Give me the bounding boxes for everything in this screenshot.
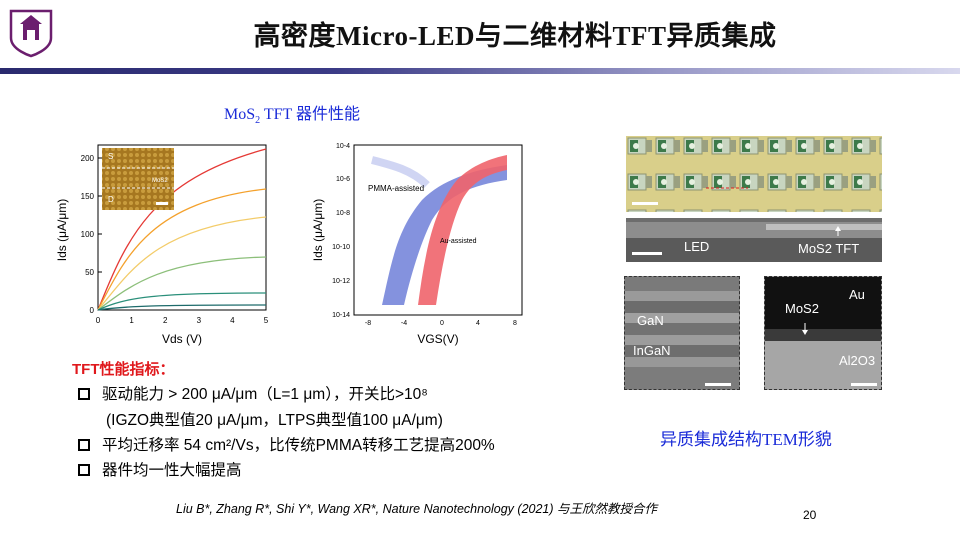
label-mos2-tft: MoS2 TFT: [798, 241, 860, 256]
ytick-1e-8: 10-8: [336, 210, 350, 217]
xtick-m4: -4: [401, 320, 407, 327]
ytick-1e-6: 10-6: [336, 176, 350, 183]
label-au-layer: Au: [849, 287, 865, 302]
checkbox-icon: [78, 464, 90, 476]
tem-caption: 异质集成结构TEM形貌: [660, 430, 832, 449]
checkbox-icon: [78, 388, 90, 400]
label-au: Au-assisted: [440, 238, 477, 245]
header-divider: [0, 68, 960, 74]
xtick-8: 8: [513, 320, 517, 327]
ytick-150: 150: [81, 192, 95, 201]
metrics-heading: TFT性能指标：: [72, 361, 175, 378]
ytick-1e-14: 10-14: [332, 312, 350, 319]
xtick-4: 4: [476, 320, 480, 327]
ytick-100: 100: [81, 230, 95, 239]
ytick-1e-12: 10-12: [332, 278, 350, 285]
label-mos2-layer: MoS2: [785, 301, 819, 316]
tem-tft-image: Au MoS2 Al2O3: [764, 276, 882, 390]
university-logo: [8, 8, 54, 58]
ytick-200: 200: [81, 154, 95, 163]
xtick-2: 2: [163, 316, 168, 325]
ytick-50: 50: [85, 268, 94, 277]
plot2-ylabel: Ids (μA/μm): [312, 199, 325, 262]
label-gan: GaN: [637, 313, 664, 328]
xtick-1: 1: [129, 316, 134, 325]
plot1-ylabel: Ids (μA/μm): [56, 199, 69, 262]
xtick-0: 0: [96, 316, 101, 325]
inset-label-mos2: MoS2: [152, 178, 168, 184]
plot2-xlabel: VGS(V): [417, 332, 458, 346]
xtick-m8: -8: [365, 320, 371, 327]
bullet-drive-current: 驱动能力 > 200 μA/μm（L=1 μm），开关比>10⁸: [78, 382, 428, 404]
slide-title: 高密度Micro-LED与二维材料TFT异质集成: [253, 21, 777, 51]
ytick-1e-4: 10-4: [336, 143, 350, 150]
checkbox-icon: [78, 439, 90, 451]
xtick-4: 4: [230, 316, 235, 325]
xtick-5: 5: [264, 316, 269, 325]
transfer-characteristics-plot: 10-14 10-12 10-10 10-8 10-6 10-4 -8 -4 0…: [312, 143, 523, 346]
label-al2o3: Al2O3: [839, 353, 876, 368]
label-pmma: PMMA-assisted: [368, 184, 424, 193]
citation: Liu B*, Zhang R*, Shi Y*, Wang XR*, Natu…: [176, 502, 658, 516]
ytick-0: 0: [90, 306, 95, 315]
xtick-0: 0: [440, 320, 444, 327]
bullet-uniformity: 器件均一性大幅提高: [78, 458, 242, 480]
bullet-reference-values: (IGZO典型值20 μA/μm，LTPS典型值100 μA/μm): [106, 412, 443, 429]
tem-led-image: GaN InGaN: [624, 276, 740, 390]
inset-label-d: D: [108, 195, 114, 204]
label-led: LED: [684, 239, 710, 254]
output-characteristics-plot: 0 50 100 150 200 0 1 2 3 4 5 S MoS2 D Id…: [56, 144, 269, 346]
inset-label-s: S: [108, 152, 113, 161]
section-subtitle: MoS2 TFT 器件性能: [224, 106, 360, 127]
plot1-xlabel: Vds (V): [162, 332, 202, 346]
label-ingan: InGaN: [633, 343, 671, 358]
xtick-3: 3: [197, 316, 202, 325]
sem-cross-section: LED MoS2 TFT: [626, 218, 882, 262]
ytick-1e-10: 10-10: [332, 244, 350, 251]
bullet-mobility: 平均迁移率 54 cm²/Vs，比传统PMMA转移工艺提高200%: [78, 433, 495, 455]
page-number: 20: [803, 508, 817, 522]
optical-micrograph-array: [626, 136, 882, 212]
